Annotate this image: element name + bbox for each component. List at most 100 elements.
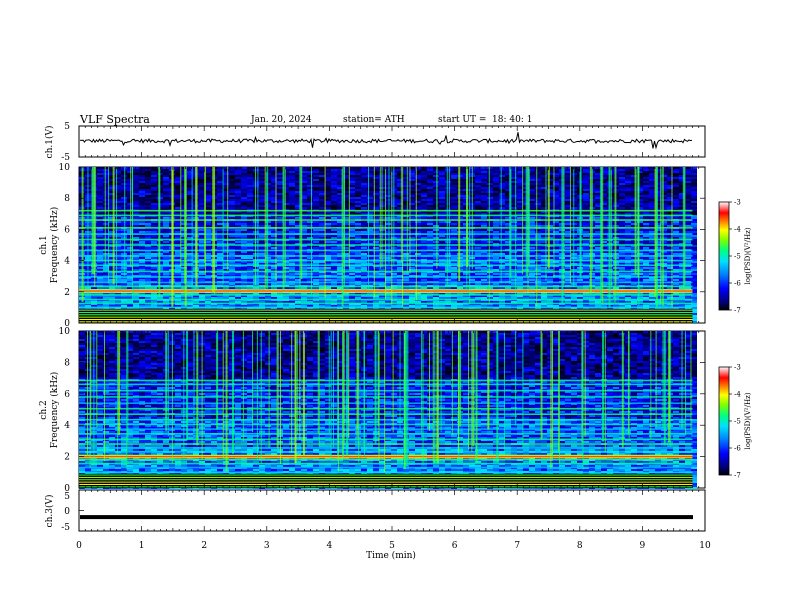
spectrogram-cell [313, 231, 319, 233]
spectrogram-cell [535, 223, 541, 225]
spectrogram-cell [289, 217, 295, 219]
spectrogram-cell [139, 181, 145, 183]
spectrogram-cell [331, 257, 337, 259]
spectrogram-cell [493, 211, 499, 213]
spectrogram-cell [151, 211, 157, 213]
spectrogram-cell [433, 193, 439, 195]
spectrogram-cell [487, 171, 493, 173]
spectrogram-cell [583, 237, 589, 239]
spectrogram-cell [427, 211, 433, 213]
spectrogram-cell [517, 205, 523, 207]
spectrogram-cell [403, 221, 409, 223]
spectrogram-cell [325, 181, 331, 183]
spectrogram-cell [103, 237, 109, 239]
spectrogram-cell [181, 211, 187, 213]
spectrogram-cell [517, 199, 523, 201]
spectrogram-cell [295, 173, 301, 175]
spectrogram-cell [655, 241, 661, 243]
spectrogram-cell [97, 177, 103, 179]
spectrogram-cell [307, 197, 313, 199]
spectrogram-cell [361, 181, 367, 183]
spectrogram-cell [139, 247, 145, 249]
spectrogram-cell [643, 245, 649, 247]
spectrogram-cell [205, 171, 211, 173]
spectrogram-cell [475, 191, 481, 193]
spectrogram-cell [403, 201, 409, 203]
spectrogram-cell [301, 211, 307, 213]
spectrogram-cell [373, 231, 379, 233]
spectrogram-cell [295, 201, 301, 203]
spectrogram-cell [673, 193, 679, 195]
spectrogram-cell [319, 193, 325, 195]
spectrogram-cell [565, 181, 571, 183]
spectrogram-cell [163, 253, 169, 255]
spectrogram-cell [601, 197, 607, 199]
spectrogram-cell [139, 245, 145, 247]
spectrogram-cell [331, 167, 337, 169]
spectrogram-cell [439, 193, 445, 195]
spectrogram-cell [499, 201, 505, 203]
spectrogram-cell [337, 221, 343, 223]
spectrogram-cell [235, 189, 241, 191]
spectrogram-cell [241, 185, 247, 187]
spectrogram-cell [517, 237, 523, 239]
spectrogram-cell [505, 167, 511, 169]
spectrogram-cell [565, 195, 571, 197]
spectrogram-cell [541, 229, 547, 231]
spectrogram-cell [247, 241, 253, 243]
spectrogram-cell [505, 237, 511, 239]
spectrogram-cell [361, 247, 367, 249]
spectrogram-cell [463, 175, 469, 177]
spectrogram-cell [361, 171, 367, 173]
spectrogram-cell [499, 189, 505, 191]
spectrogram-cell [685, 235, 691, 237]
spectrogram-cell [97, 221, 103, 223]
spectrogram-cell [493, 237, 499, 239]
spectrogram-cell [517, 191, 523, 193]
spectrogram-cell [355, 217, 361, 219]
spectrogram-cell [271, 191, 277, 193]
spectrogram-cell [109, 257, 115, 259]
spectrogram-cell [643, 235, 649, 237]
spectrogram-cell [451, 253, 457, 255]
spectrogram-cell [181, 197, 187, 199]
spectrogram-cell [463, 193, 469, 195]
spectrogram-cell [295, 213, 301, 215]
spectrogram-cell [103, 179, 109, 181]
spectrogram-cell [259, 183, 265, 185]
spectrogram-cell [103, 173, 109, 175]
spectrogram-cell [535, 247, 541, 249]
spectrogram-cell [673, 223, 679, 225]
spectrogram-cell [505, 223, 511, 225]
spectrogram-cell [451, 203, 457, 205]
spectrogram-cell [361, 205, 367, 207]
spectrogram-cell [361, 203, 367, 205]
spectrogram-cell [319, 237, 325, 239]
spectrogram-cell [121, 257, 127, 259]
spectrogram-cell [541, 197, 547, 199]
spectrogram-cell [187, 235, 193, 237]
spectrogram-cell [301, 257, 307, 259]
spectrogram-cell [235, 207, 241, 209]
spectrogram-cell [205, 173, 211, 175]
spectrogram-cell [205, 221, 211, 223]
spectrogram-cell [445, 179, 451, 181]
spectrogram-cell [667, 201, 673, 203]
spectrogram-cell [115, 197, 121, 199]
spectrogram-cell [121, 169, 127, 171]
spectrogram-cell [103, 205, 109, 207]
spectrogram-cell [337, 179, 343, 181]
spectrogram-cell [199, 217, 205, 219]
spectrogram-cell [631, 253, 637, 255]
spectrogram-cell [313, 179, 319, 181]
spectrogram-cell [367, 213, 373, 215]
spectrogram-cell [649, 213, 655, 215]
spectrogram-cell [655, 223, 661, 225]
spectrogram-cell [463, 201, 469, 203]
spectrogram-cell [133, 205, 139, 207]
spectrogram-cell [343, 167, 349, 169]
spectrogram-cell [403, 253, 409, 255]
spectrogram-cell [631, 207, 637, 209]
spectrogram-cell [301, 217, 307, 219]
spectrogram-cell [313, 199, 319, 201]
